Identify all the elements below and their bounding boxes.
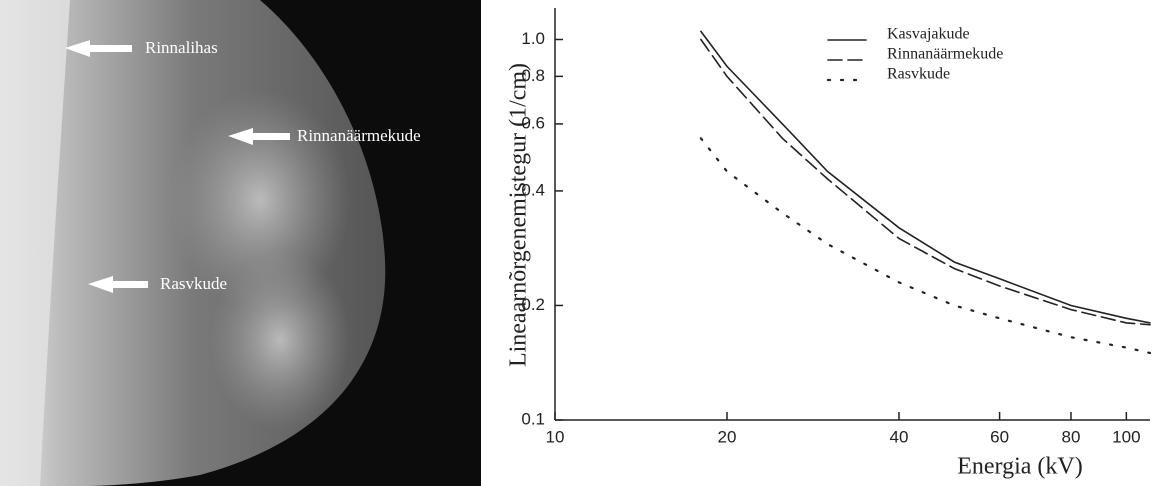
y-axis-label: Lineaarnõrgenemistegur (1/cm) bbox=[506, 63, 532, 367]
photo-label: Rasvkude bbox=[160, 274, 227, 293]
series-line bbox=[699, 137, 1152, 355]
x-tick-label: 10 bbox=[546, 427, 565, 446]
x-axis-label: Energia (kV) bbox=[957, 454, 1083, 480]
legend-label: Rinnanäärmekude bbox=[887, 46, 1003, 63]
mammogram: Rinnalihas Rinnanäärmekude Rasvkude bbox=[0, 0, 481, 486]
y-tick-label: 1.0 bbox=[521, 29, 545, 48]
series-line bbox=[700, 38, 1151, 326]
x-tick-label: 100 bbox=[1112, 427, 1140, 446]
legend-label: Kasvajakude bbox=[887, 26, 970, 43]
x-tick-label: 60 bbox=[990, 427, 1009, 446]
y-tick-label: 0.4 bbox=[521, 180, 545, 199]
y-tick-label: 0.1 bbox=[521, 409, 545, 428]
y-tick-label: 0.8 bbox=[521, 66, 545, 85]
series-line bbox=[700, 30, 1151, 324]
x-tick-label: 80 bbox=[1062, 427, 1081, 446]
x-tick-label: 40 bbox=[890, 427, 909, 446]
x-tick-label: 20 bbox=[718, 427, 737, 446]
y-tick-label: 0.6 bbox=[521, 113, 545, 132]
legend-label: Rasvkude bbox=[887, 66, 950, 83]
photo-label: Rinnanäärmekude bbox=[297, 126, 421, 145]
photo-label: Rinnalihas bbox=[145, 38, 218, 57]
y-tick-label: 0.2 bbox=[521, 295, 545, 314]
